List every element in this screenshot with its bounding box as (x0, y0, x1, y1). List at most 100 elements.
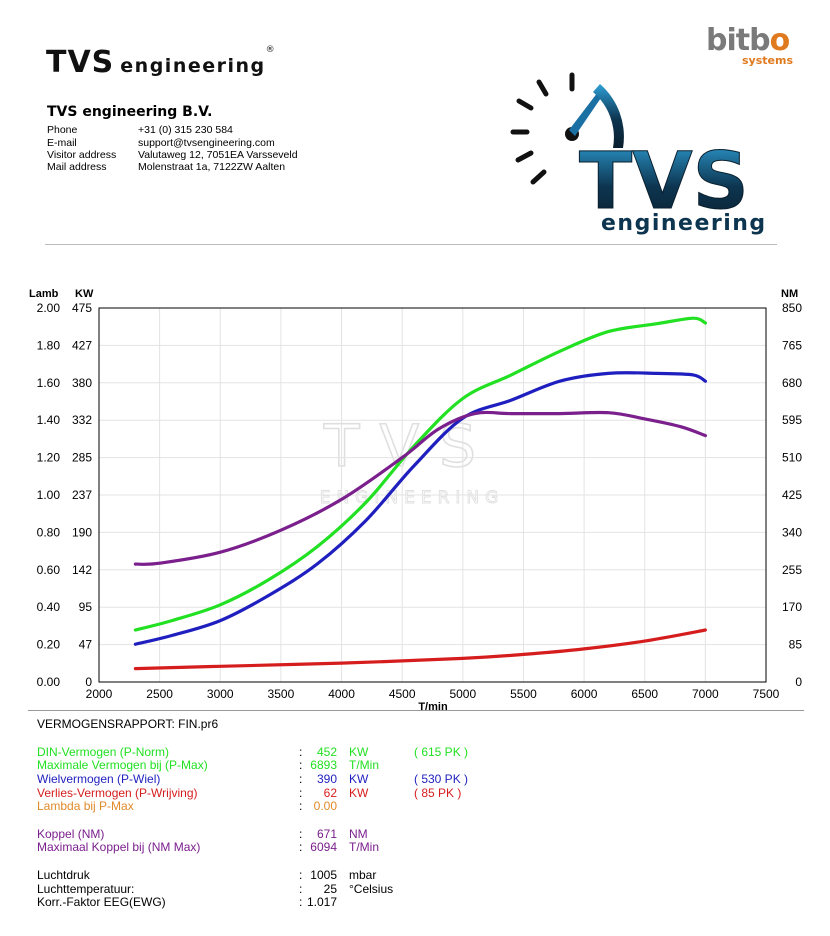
watermark-sub: ENGINEERING (320, 488, 505, 508)
y-tick-label: 190 (72, 525, 92, 539)
x-tick-label: 7500 (753, 687, 780, 701)
y-tick-label: 595 (782, 413, 802, 427)
report-row-unit: T/Min (349, 840, 379, 854)
report-row-value: 452 (316, 745, 337, 759)
y-tick-label: 0 (795, 675, 802, 689)
nm-tick-labels: 0 85 170 255 340 425 510 595 680 765 850 (782, 301, 802, 689)
y-tick-label: 332 (72, 413, 92, 427)
report-title: VERMOGENSRAPPORT: FIN.pr6 (37, 717, 219, 731)
y-tick-label: 0.20 (37, 638, 61, 652)
x-tick-label: 3500 (268, 687, 295, 701)
chart-grid (98, 307, 767, 683)
report-row-value: 671 (316, 827, 337, 841)
y-tick-label: 380 (72, 376, 92, 390)
report-row-unit: NM (349, 827, 368, 841)
y-tick-label: 255 (782, 563, 802, 577)
report-row-colon: : (299, 786, 303, 800)
plot-frame (98, 307, 767, 683)
report-row-value: 25 (323, 882, 337, 896)
y-tick-label: 47 (79, 638, 93, 652)
contact-visitor-address: Visitor address Valutaweg 12, 7051EA Vars… (47, 149, 298, 161)
y-tick-label: 85 (789, 638, 803, 652)
brand-logo-main: TVS (46, 45, 115, 80)
brand-logo-sub: engineering (120, 55, 266, 77)
report-row-value: 1005 (310, 868, 337, 882)
tvs-logo-text: TVS (579, 137, 749, 227)
series-line (133, 371, 707, 646)
report-row-value: 0.00 (313, 799, 337, 813)
report-row-colon: : (299, 772, 303, 786)
report-row-label: Luchtdruk (37, 868, 90, 882)
y-tick-label: 680 (782, 376, 802, 390)
report-row-colon: : (299, 895, 303, 909)
lamb-tick-labels: 0.00 0.20 0.40 0.60 0.80 1.00 1.20 1.40 1.60 1.80… (37, 301, 61, 689)
watermark: TVS ENGINEERING (319, 411, 505, 508)
y-tick-label: 765 (782, 338, 802, 352)
report-row-label: Koppel (NM) (37, 827, 105, 841)
report-row-label: Maximale Vermogen bij (P-Max) (37, 758, 208, 772)
kw-tick-labels: 0 47 95 142 190 237 285 332 380 427 475 (72, 301, 92, 689)
y-tick-label: 1.40 (37, 413, 61, 427)
gauge-arc-icon (593, 84, 624, 148)
x-tick-label: 3000 (207, 687, 234, 701)
series-line (133, 316, 707, 632)
chart-series (133, 316, 707, 671)
x-axis-title: T/min (418, 701, 448, 712)
tvs-gauge-logo: TVS engineering (510, 72, 765, 236)
x-tick-label: 2000 (86, 687, 113, 701)
x-tick-label: 4000 (328, 687, 355, 701)
report-row-value: 390 (316, 772, 337, 786)
report-row-unit: KW (349, 772, 369, 786)
tvs-logo-subtext: engineering (601, 211, 765, 236)
y-tick-label: 340 (782, 525, 802, 539)
dyno-chart: TVS ENGINEERING 2000 2500 3000 3500 4000 4500… (29, 288, 802, 712)
company-name: TVS engineering B.V. (47, 104, 213, 120)
kw-axis-title: KW (75, 288, 94, 300)
y-tick-label: 2.00 (37, 301, 61, 315)
contact-phone: Phone +31 (0) 315 230 584 (47, 124, 233, 136)
gauge-ticks-icon (510, 72, 575, 185)
report-row-label: Verlies-Vermogen (P-Wrijving) (37, 786, 198, 800)
x-tick-labels: 2000 2500 3000 3500 4000 4500 5000 5500 6000 6500… (86, 687, 780, 701)
y-tick-label: 427 (72, 338, 92, 352)
y-tick-label: 1.80 (37, 338, 61, 352)
y-tick-label: 0.40 (37, 600, 61, 614)
report-row-value: 62 (323, 786, 337, 800)
x-tick-label: 5500 (510, 687, 537, 701)
lamb-axis-title: Lamb (29, 288, 59, 300)
report-row-value: 6893 (310, 758, 337, 772)
y-tick-label: 285 (72, 451, 92, 465)
report-row-pk: ( 530 PK ) (414, 772, 469, 786)
report-row-colon: : (299, 882, 303, 896)
report-row-colon: : (299, 827, 303, 841)
y-tick-label: 1.00 (37, 488, 61, 502)
report-row-colon: : (299, 868, 303, 882)
y-tick-label: 170 (782, 600, 802, 614)
header-divider (45, 244, 777, 245)
report-separator (28, 710, 804, 711)
y-tick-label: 475 (72, 301, 92, 315)
nm-axis-title: NM (781, 288, 798, 300)
x-tick-label: 4500 (389, 687, 416, 701)
report-row-label: Wielvermogen (P-Wiel) (37, 772, 161, 786)
report-row-label: Luchttemperatuur: (37, 882, 135, 896)
series-line (133, 628, 707, 671)
y-tick-label: 425 (782, 488, 802, 502)
report-row-unit: mbar (349, 868, 377, 882)
x-tick-label: 5000 (449, 687, 476, 701)
y-tick-label: 1.20 (37, 451, 61, 465)
y-tick-label: 850 (782, 301, 802, 315)
report-row-pk: ( 85 PK ) (414, 786, 462, 800)
report-row-label: Lambda bij P-Max (37, 799, 134, 813)
report-row-unit: T/Min (349, 758, 379, 772)
report-row-pk: ( 615 PK ) (414, 745, 469, 759)
report-row-label: Korr.-Faktor EEG(EWG) (37, 895, 166, 909)
y-tick-label: 142 (72, 563, 92, 577)
bitbo-logo-sub: systems (742, 54, 793, 67)
y-tick-label: 237 (72, 488, 92, 502)
y-tick-label: 0.80 (37, 525, 61, 539)
y-tick-label: 95 (79, 600, 93, 614)
series-line (133, 410, 707, 566)
x-tick-label: 6500 (631, 687, 658, 701)
report-row-colon: : (299, 758, 303, 772)
